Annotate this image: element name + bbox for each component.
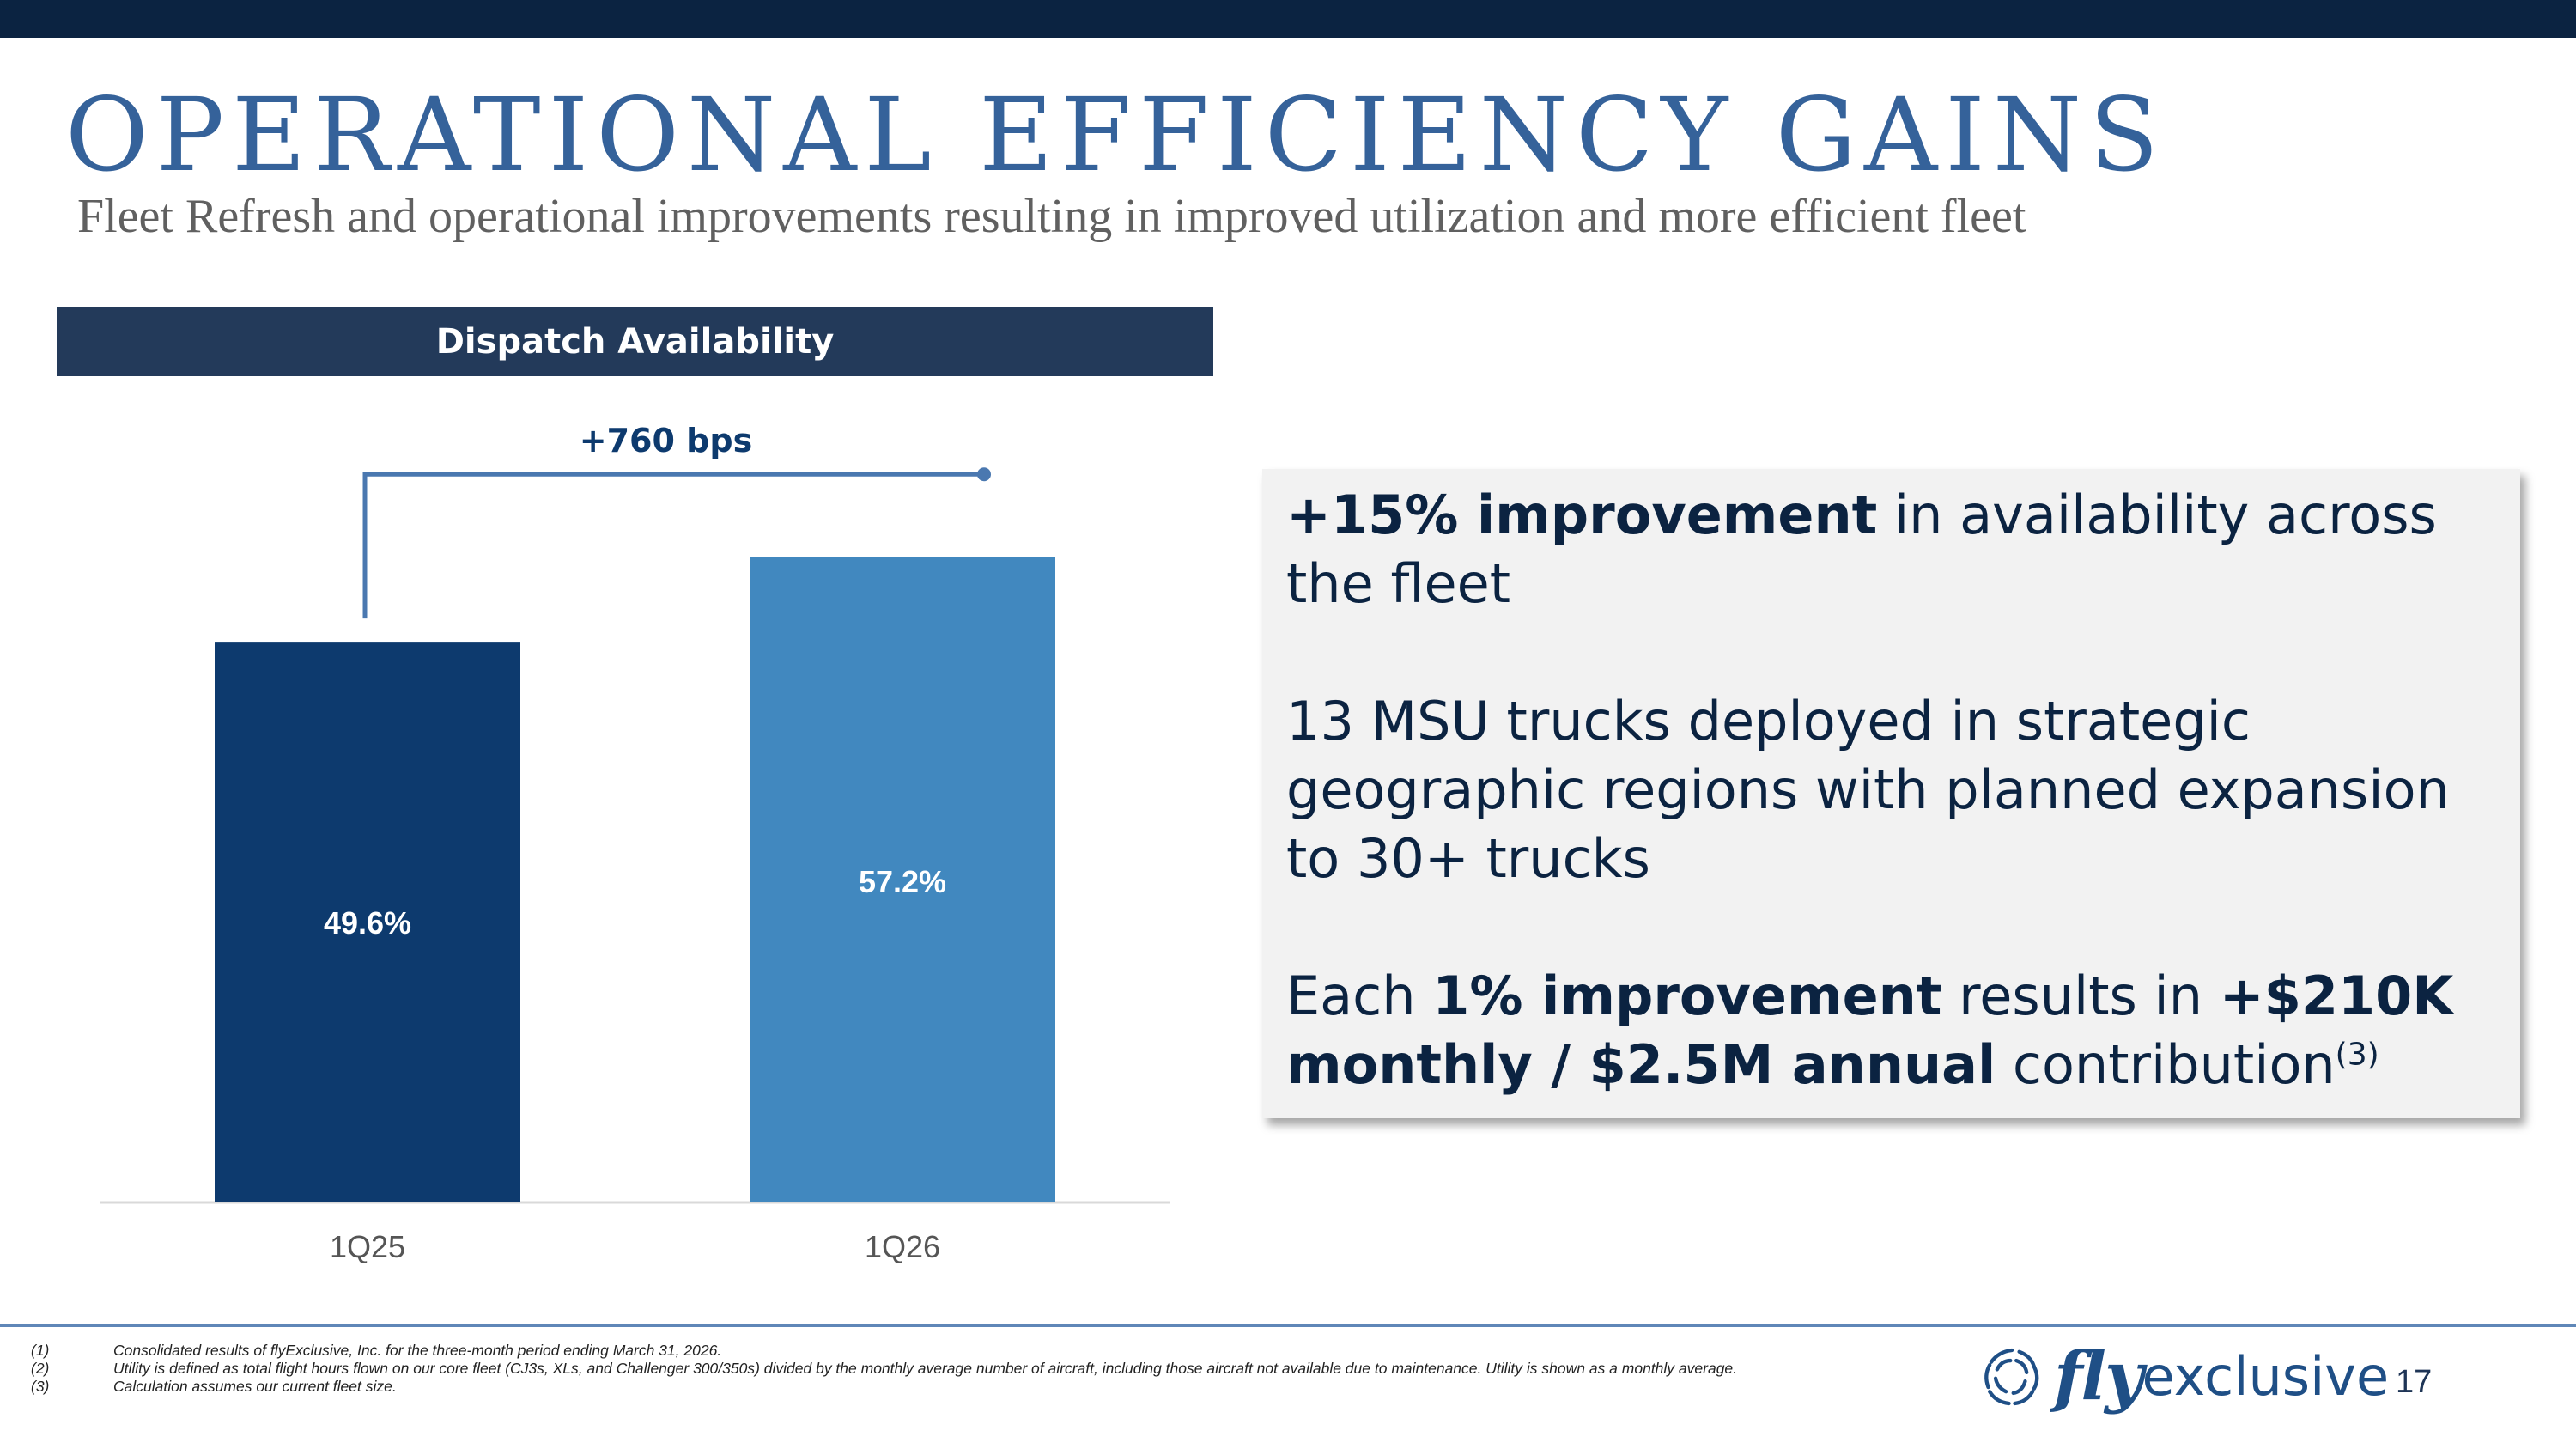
turbine-logo-icon bbox=[1984, 1348, 2039, 1406]
callout-highlight: +15% improvement bbox=[1286, 484, 1878, 546]
change-label: +760 bps bbox=[580, 422, 752, 460]
chart-title: Dispatch Availability bbox=[57, 307, 1213, 376]
bracket-end-dot bbox=[977, 467, 991, 482]
callout-box: +15% improvement in availability across … bbox=[1262, 469, 2520, 1118]
footnote-text: Calculation assumes our current fleet si… bbox=[113, 1378, 397, 1395]
bar-1Q25 bbox=[215, 642, 520, 1202]
footnote-number: (1) bbox=[31, 1342, 50, 1359]
callout-point-availability: +15% improvement in availability across … bbox=[1286, 481, 2494, 618]
footnote-number: (2) bbox=[31, 1360, 50, 1377]
callout-highlight: 1% improvement bbox=[1432, 965, 1942, 1027]
footnote-text: Consolidated results of flyExclusive, In… bbox=[113, 1342, 722, 1359]
change-bracket bbox=[362, 472, 984, 619]
footnote: (1) Consolidated results of flyExclusive,… bbox=[31, 1342, 1877, 1360]
callout-highlight: +$210K monthly / $2.5M annual bbox=[1286, 965, 2454, 1096]
callout-point-contribution: Each 1% improvement results in +$210K mo… bbox=[1286, 962, 2494, 1099]
callout-text: Each bbox=[1286, 965, 1433, 1027]
page-title: OPERATIONAL EFFICIENCY GAINS bbox=[65, 76, 2166, 194]
footnote: (2) Utility is defined as total flight ho… bbox=[31, 1360, 1877, 1378]
x-tick-label: 1Q25 bbox=[330, 1229, 405, 1264]
logo-wordmark-fly: fly bbox=[2054, 1337, 2144, 1416]
callout-text: contribution bbox=[1996, 1033, 2336, 1096]
x-tick-label: 1Q26 bbox=[865, 1229, 940, 1264]
callout-point-msu-trucks: 13 MSU trucks deployed in strategic geog… bbox=[1286, 690, 2450, 890]
footnotes: (1) Consolidated results of flyExclusive,… bbox=[31, 1342, 1877, 1396]
page-subtitle: Fleet Refresh and operational improvemen… bbox=[77, 190, 2026, 243]
callout-text: results in bbox=[1941, 965, 2220, 1027]
footnote-number: (3) bbox=[31, 1378, 50, 1395]
footer-divider bbox=[0, 1324, 2576, 1327]
dispatch-availability-chart: 49.6% 1Q25 57.2% 1Q26 +760 bps bbox=[100, 422, 1170, 1264]
callout-text: in availability across the fleet bbox=[1286, 484, 2437, 615]
footnote: (3) Calculation assumes our current fleet… bbox=[31, 1378, 1877, 1396]
logo-wordmark-exclusive: exclusive bbox=[2142, 1345, 2390, 1408]
footnote-text: Utility is defined as total flight hours… bbox=[113, 1360, 1738, 1377]
top-banner bbox=[0, 0, 2576, 38]
data-label: 57.2% bbox=[859, 864, 946, 899]
footnote-reference: (3) bbox=[2335, 1037, 2379, 1073]
page-number: 17 bbox=[2396, 1364, 2433, 1400]
data-label: 49.6% bbox=[324, 905, 411, 941]
flyexclusive-logo: fly exclusive bbox=[1975, 1337, 2389, 1416]
bar-1Q26 bbox=[750, 557, 1055, 1202]
